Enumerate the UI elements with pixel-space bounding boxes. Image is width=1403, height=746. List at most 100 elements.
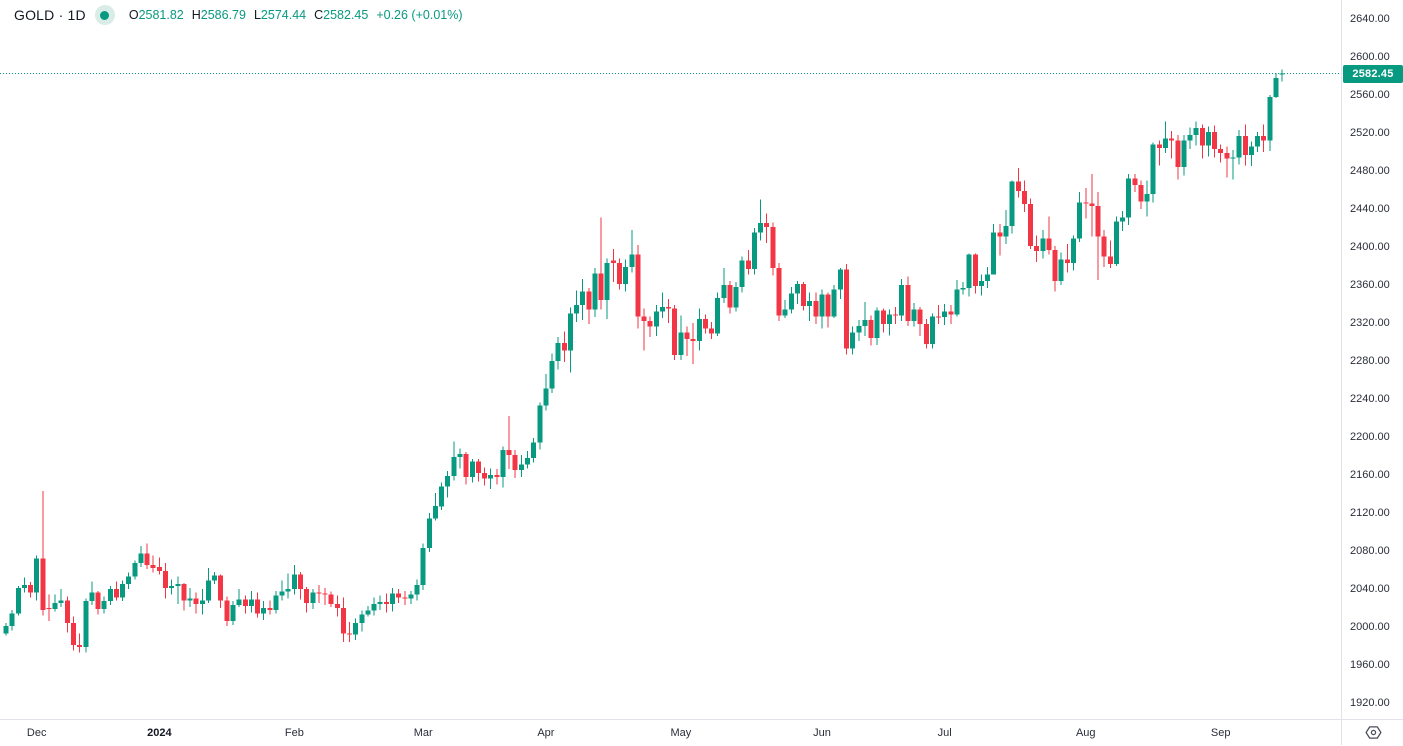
candle	[469, 458, 475, 483]
candle	[1236, 130, 1242, 165]
candle	[267, 600, 273, 615]
candle	[555, 337, 561, 370]
candle	[715, 292, 721, 337]
candle	[1003, 209, 1009, 245]
candle	[1205, 126, 1211, 157]
change-readout: +0.26 (+0.01%)	[376, 8, 463, 22]
candle	[316, 585, 322, 604]
candle	[488, 468, 494, 490]
candle	[1028, 198, 1034, 249]
candle	[359, 610, 365, 632]
candle	[1279, 69, 1285, 82]
price-tick-label: 2560.00	[1350, 88, 1390, 101]
price-scale-settings-icon	[1364, 724, 1382, 741]
candle	[518, 454, 524, 477]
candle	[506, 416, 512, 470]
candle	[181, 583, 187, 611]
candle	[322, 587, 328, 606]
candle	[868, 315, 874, 346]
high-value: 2586.79	[200, 8, 246, 22]
candle	[524, 451, 530, 469]
candle	[279, 580, 285, 601]
time-axis-month-label: Jun	[813, 727, 831, 739]
candle	[1126, 173, 1132, 226]
candle	[21, 577, 27, 593]
symbol-title[interactable]: GOLD · 1D	[14, 7, 86, 23]
candle	[709, 321, 715, 340]
candle	[886, 309, 892, 336]
candle	[543, 374, 549, 411]
candle	[347, 622, 353, 643]
candle	[929, 313, 935, 349]
candle	[617, 258, 622, 290]
axis-settings-button[interactable]	[1363, 722, 1384, 743]
candle	[985, 266, 991, 288]
candle	[856, 320, 862, 341]
price-tick-label: 1960.00	[1350, 658, 1390, 671]
candle	[1150, 142, 1156, 203]
candle	[212, 571, 218, 585]
candle	[1218, 144, 1224, 163]
chart-legend: GOLD · 1D O2581.82 H2586.79 L2574.44 C25…	[14, 4, 463, 26]
candle	[126, 572, 132, 589]
candle	[169, 579, 175, 595]
candle	[402, 590, 408, 606]
price-tick-label: 2640.00	[1350, 12, 1390, 25]
candle	[690, 322, 696, 364]
candle	[1255, 132, 1261, 152]
candle	[1163, 121, 1169, 153]
candle	[1138, 180, 1144, 209]
time-axis[interactable]: Dec 2024 Feb Mar Apr May Jun Jul Aug Sep	[0, 719, 1403, 746]
candle	[1230, 150, 1236, 180]
candle	[1058, 252, 1064, 285]
candlestick-chart[interactable]	[0, 0, 1341, 719]
price-tick-label: 2320.00	[1350, 316, 1390, 329]
candle	[242, 595, 248, 614]
candle	[187, 587, 193, 607]
candle	[923, 319, 929, 349]
candle	[1077, 191, 1083, 243]
chart-plot-area[interactable]	[0, 0, 1341, 719]
candle	[905, 276, 911, 326]
candle	[334, 595, 340, 617]
candle	[58, 588, 64, 607]
candle	[156, 557, 162, 575]
candle	[52, 594, 58, 612]
candle	[788, 286, 794, 314]
candle	[193, 592, 199, 614]
candle	[623, 259, 629, 292]
candle	[1156, 140, 1162, 166]
candle	[801, 282, 807, 311]
candle	[1064, 244, 1070, 273]
candle	[580, 279, 586, 321]
time-axis-month-label: Aug	[1075, 727, 1096, 739]
candle	[758, 199, 764, 241]
candle	[653, 304, 659, 337]
candle	[304, 586, 310, 613]
candle	[635, 245, 641, 329]
price-tick-label: 2360.00	[1350, 278, 1390, 291]
candle	[3, 623, 9, 636]
candle	[825, 292, 831, 328]
time-axis-month-label: Mar	[413, 727, 433, 739]
time-axis-year-label: 2024	[147, 727, 172, 739]
candle	[255, 592, 261, 618]
price-axis[interactable]: 2582.45 2640.00 2600.00 2560.00 2520.00 2480…	[1341, 0, 1403, 719]
candle	[659, 292, 665, 319]
candle	[83, 598, 89, 653]
candle	[34, 555, 40, 601]
price-tick-label: 2120.00	[1350, 506, 1390, 519]
candle	[1187, 127, 1193, 150]
candle	[794, 281, 800, 304]
candle	[1052, 246, 1058, 292]
candle	[132, 560, 138, 580]
candle	[1095, 191, 1101, 281]
price-tick-label: 2440.00	[1350, 202, 1390, 215]
candle	[678, 315, 684, 360]
candle	[432, 492, 438, 521]
candle	[567, 307, 573, 373]
candle	[1070, 235, 1076, 271]
candle	[285, 573, 291, 599]
candle	[561, 331, 567, 362]
